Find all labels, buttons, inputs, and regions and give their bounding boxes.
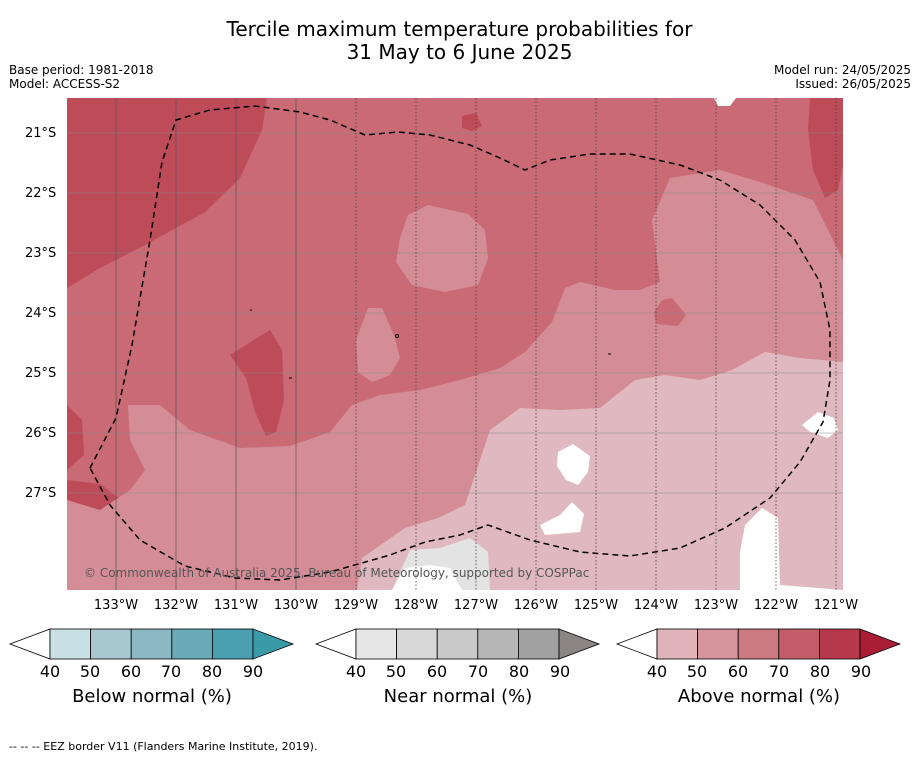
fill-white-southeast xyxy=(740,508,843,590)
legend-above-normal-bar xyxy=(615,628,902,660)
legend-near-title: Near normal (%) xyxy=(383,686,533,707)
legend-arrow-low xyxy=(8,628,51,660)
legend-above-tick: 60 xyxy=(727,662,749,681)
legend-swatch xyxy=(49,628,91,660)
meta-left: Base period: 1981-2018 Model: ACCESS-S2 xyxy=(9,63,154,91)
lon-label-127: 127°W xyxy=(453,598,499,613)
legend-below-tick: 80 xyxy=(201,662,223,681)
lat-label-27: 27°S xyxy=(25,486,57,501)
lon-label-124: 124°W xyxy=(633,598,679,613)
lat-label-21: 21°S xyxy=(25,126,57,141)
base-period: Base period: 1981-2018 xyxy=(9,63,154,77)
legend-below-tick: 50 xyxy=(79,662,101,681)
eez-border xyxy=(89,105,831,581)
title-line-1: Tercile maximum temperature probabilitie… xyxy=(226,17,693,41)
legend-arrow-low xyxy=(615,628,658,660)
fill-white-bottom xyxy=(392,565,462,590)
lon-label-130: 130°W xyxy=(273,598,319,613)
legend-near-normal xyxy=(314,626,604,662)
legend-near-normal-bar xyxy=(314,628,601,660)
lon-label-121: 121°W xyxy=(813,598,859,613)
lon-label-122: 122°W xyxy=(753,598,799,613)
legend-below-tick: 90 xyxy=(242,662,264,681)
lon-label-129: 129°W xyxy=(333,598,379,613)
legend-near-tick: 50 xyxy=(385,662,407,681)
lon-label-132: 132°W xyxy=(153,598,199,613)
legend-swatch xyxy=(211,628,254,660)
issued-date: Issued: 26/05/2025 xyxy=(795,77,911,91)
legend-swatch xyxy=(656,628,698,660)
lat-label-22: 22°S xyxy=(25,186,57,201)
legend-below-normal-bar xyxy=(8,628,295,660)
island-markers xyxy=(250,309,611,379)
model-run: Model run: 24/05/2025 xyxy=(773,63,911,77)
legend-above-normal xyxy=(615,626,905,662)
legend-near-tick: 40 xyxy=(345,662,367,681)
copyright-notice: © Commonwealth of Australia 2025, Bureau… xyxy=(84,566,590,580)
fill-above-80-northeast xyxy=(808,98,843,198)
legend-near-tick: 90 xyxy=(549,662,571,681)
legend-below-tick: 40 xyxy=(39,662,61,681)
legend-arrow-high xyxy=(252,628,295,660)
lat-label-24: 24°S xyxy=(25,306,57,321)
map-gridlines xyxy=(67,98,843,590)
legend-swatch xyxy=(436,628,479,660)
legend-below-tick: 60 xyxy=(120,662,142,681)
legend-arrow-low xyxy=(314,628,357,660)
fill-above-60-north-blob xyxy=(396,205,488,292)
legend-arrow-high xyxy=(859,628,902,660)
legend-near-tick: 60 xyxy=(426,662,448,681)
lat-label-25: 25°S xyxy=(25,366,57,381)
fill-white-northeast xyxy=(714,98,736,106)
fill-above-60-central-blob xyxy=(356,308,400,382)
legend-swatch xyxy=(355,628,397,660)
legend-near-tick: 80 xyxy=(508,662,530,681)
legend-swatch xyxy=(517,628,560,660)
fill-white-east xyxy=(802,412,838,438)
fill-above-50-main xyxy=(357,352,843,590)
meta-right: Model run: 24/05/2025 Issued: 26/05/2025 xyxy=(774,63,911,91)
model-name: Model: ACCESS-S2 xyxy=(9,77,121,91)
legend-below-tick: 70 xyxy=(160,662,182,681)
fill-above-80-central xyxy=(230,330,284,436)
fill-white-center xyxy=(557,444,590,485)
fill-white-small xyxy=(540,502,584,535)
lon-label-133: 133°W xyxy=(93,598,139,613)
legend-swatch xyxy=(818,628,861,660)
legend-above-tick: 90 xyxy=(850,662,872,681)
legend-below-normal xyxy=(8,626,298,662)
lon-label-126: 126°W xyxy=(513,598,559,613)
legend-swatch xyxy=(130,628,173,660)
legend-swatch xyxy=(90,628,132,660)
legend-above-tick: 70 xyxy=(768,662,790,681)
legend-swatch xyxy=(477,628,519,660)
fill-above-80-west-edge xyxy=(67,405,84,470)
lon-label-131: 131°W xyxy=(213,598,259,613)
legend-swatch xyxy=(171,628,213,660)
legend-above-title: Above normal (%) xyxy=(677,686,841,707)
lon-label-123: 123°W xyxy=(693,598,739,613)
map-fill-layers xyxy=(67,98,843,590)
lat-label-26: 26°S xyxy=(25,426,57,441)
legend-swatch xyxy=(778,628,820,660)
legend-arrow-high xyxy=(558,628,601,660)
legend-swatch xyxy=(697,628,739,660)
legend-below-title: Below normal (%) xyxy=(72,686,232,707)
fill-above-70-east-blob xyxy=(654,298,686,326)
fill-above-80-small-north xyxy=(462,113,482,131)
legend-above-tick: 80 xyxy=(809,662,831,681)
lon-label-128: 128°W xyxy=(393,598,439,613)
legend-swatch xyxy=(396,628,438,660)
title-line-2: 31 May to 6 June 2025 xyxy=(346,40,573,64)
legend-above-tick: 50 xyxy=(686,662,708,681)
eez-footnote: -- -- -- EEZ border V11 (Flanders Marine… xyxy=(9,740,318,753)
legend-above-tick: 40 xyxy=(646,662,668,681)
probability-map xyxy=(67,98,843,590)
lon-label-125: 125°W xyxy=(573,598,619,613)
lat-label-23: 23°S xyxy=(25,246,57,261)
legend-swatch xyxy=(737,628,780,660)
chart-title: Tercile maximum temperature probabilitie… xyxy=(0,18,919,64)
legend-near-tick: 70 xyxy=(467,662,489,681)
